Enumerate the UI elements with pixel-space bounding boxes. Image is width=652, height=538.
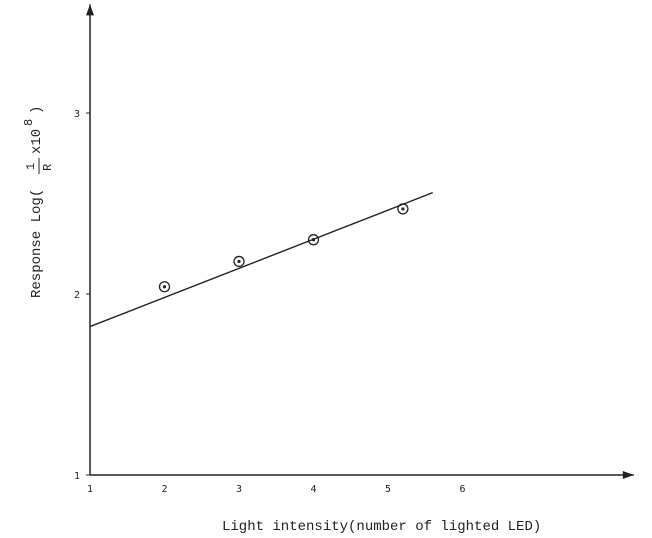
y-tick-label: 3 — [74, 109, 80, 120]
data-point-dot — [237, 259, 241, 264]
y-axis-arrow — [86, 4, 94, 16]
x-tick-label: 1 — [87, 484, 93, 495]
data-point-ring — [307, 234, 320, 246]
data-point — [158, 281, 171, 293]
y-label-close: ) — [29, 106, 45, 114]
data-point-dot — [311, 238, 316, 242]
x-tick-label: 3 — [236, 484, 242, 495]
x-tick-label: 4 — [310, 484, 316, 495]
y-label-numerator: 1 — [24, 163, 38, 170]
fit-line — [89, 191, 433, 328]
y-tick-label: 2 — [74, 290, 80, 301]
y-label-denominator: R — [41, 164, 55, 171]
x-axis-arrow — [622, 471, 634, 479]
data-point — [307, 234, 320, 246]
x-tick-label: 2 — [161, 484, 167, 495]
x-tick-label: 6 — [459, 484, 465, 495]
y-ticks: 1 2 3 — [74, 109, 90, 482]
data-point — [233, 255, 245, 268]
fit-line-group — [89, 191, 433, 328]
data-points — [158, 203, 409, 293]
y-label-suffix: x10 — [29, 129, 45, 154]
data-point-dot — [162, 285, 167, 289]
data-point — [397, 203, 409, 215]
x-ticks: 1 2 3 4 5 6 — [87, 484, 466, 495]
data-point-ring — [158, 281, 171, 293]
axes — [86, 4, 634, 479]
data-point-dot — [401, 207, 405, 211]
y-axis-label: Response Log( 1 R x10 8 ) — [22, 106, 55, 298]
x-tick-label: 5 — [385, 484, 391, 495]
x-axis-label: Light intensity(number of lighted LED) — [222, 519, 541, 535]
y-label-exponent: 8 — [22, 119, 36, 126]
data-point-ring — [397, 203, 409, 215]
data-point-ring — [233, 255, 245, 268]
y-label-prefix: Response Log( — [29, 189, 45, 298]
y-tick-label: 1 — [74, 471, 80, 482]
